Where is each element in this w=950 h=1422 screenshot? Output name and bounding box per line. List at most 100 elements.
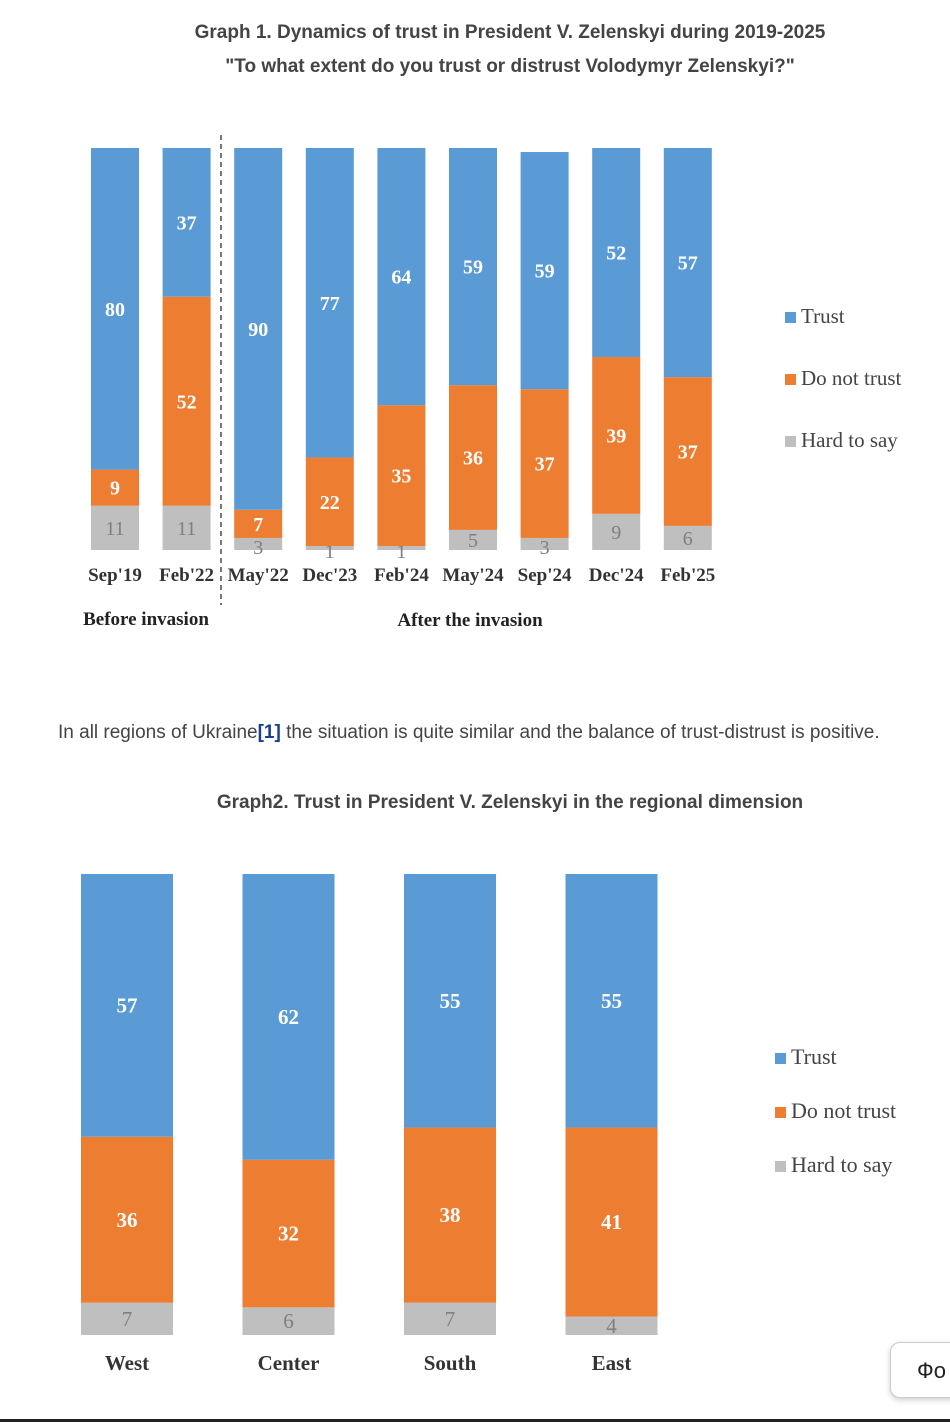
value-label-trust-0: 80 <box>105 299 125 321</box>
bar-trust-4 <box>377 148 426 406</box>
category-label-5: May'24 <box>442 565 504 586</box>
value-label-trust-2: 55 <box>440 989 461 1013</box>
category-label-4: Feb'24 <box>374 565 429 586</box>
bar-trust-0 <box>91 148 139 470</box>
value-label-hard_to_say-2: 7 <box>445 1307 456 1331</box>
value-label-trust-7: 52 <box>606 243 626 265</box>
bar-do_not_trust-6 <box>520 389 569 538</box>
bar-trust-3 <box>305 148 354 458</box>
value-label-trust-5: 59 <box>463 257 483 279</box>
bar-trust-6 <box>520 152 569 390</box>
group-label-after: After the invasion <box>397 610 543 631</box>
value-label-hard_to_say-4: 1 <box>396 541 406 563</box>
bar-trust-1 <box>242 874 335 1160</box>
legend-label-do_not_trust: Do not trust <box>801 366 902 390</box>
value-label-hard_to_say-0: 7 <box>122 1307 133 1331</box>
bar-hard_to_say-0 <box>81 1302 173 1335</box>
value-label-trust-2: 90 <box>248 319 268 341</box>
value-label-hard_to_say-8: 6 <box>683 528 693 550</box>
value-label-trust-1: 62 <box>278 1005 299 1029</box>
legend-label-do_not_trust: Do not trust <box>791 1098 896 1123</box>
bar-do_not_trust-0 <box>81 1136 173 1303</box>
bar-hard_to_say-1 <box>242 1307 335 1335</box>
graph2-title: Graph2. Trust in President V. Zelenskyi … <box>216 792 804 813</box>
value-label-trust-1: 37 <box>177 212 197 234</box>
bar-do_not_trust-5 <box>449 385 497 530</box>
value-label-do_not_trust-3: 41 <box>601 1210 622 1234</box>
value-label-do_not_trust-4: 35 <box>391 466 411 488</box>
value-label-hard_to_say-1: 6 <box>283 1309 294 1333</box>
value-label-do_not_trust-7: 39 <box>606 425 626 447</box>
bar-trust-8 <box>663 148 712 378</box>
bar-hard_to_say-8 <box>663 525 712 550</box>
group-label-before: Before invasion <box>83 609 209 630</box>
category-label-2: May'22 <box>228 565 289 586</box>
legend-label-trust: Trust <box>791 1044 837 1069</box>
bar-hard_to_say-2 <box>404 1302 496 1335</box>
graph1-subtitle: "To what extent do you trust or distrust… <box>225 56 795 77</box>
regions-paragraph: In all regions of Ukraine[1] the situati… <box>58 722 880 744</box>
bar-hard_to_say-0 <box>91 505 139 550</box>
value-label-hard_to_say-3: 1 <box>325 541 335 563</box>
bar-trust-3 <box>565 874 658 1128</box>
value-label-hard_to_say-2: 3 <box>253 537 263 559</box>
bar-trust-7 <box>592 148 641 358</box>
value-label-hard_to_say-3: 4 <box>606 1314 617 1338</box>
category-label-2: South <box>424 1351 477 1375</box>
bar-trust-0 <box>81 874 173 1137</box>
legend-swatch-hard_to_say <box>775 1161 786 1172</box>
category-label-6: Sep'24 <box>518 565 572 586</box>
category-label-0: Sep'19 <box>88 565 142 586</box>
bar-hard_to_say-5 <box>449 529 497 550</box>
value-label-do_not_trust-0: 9 <box>110 478 120 500</box>
bar-hard_to_say-7 <box>592 513 641 550</box>
bar-hard_to_say-6 <box>520 537 569 550</box>
value-label-hard_to_say-0: 11 <box>105 518 124 540</box>
value-label-do_not_trust-3: 22 <box>320 492 340 514</box>
paragraph-text-end: the situation is quite similar and the b… <box>280 722 880 743</box>
value-label-hard_to_say-1: 11 <box>177 518 196 540</box>
value-label-hard_to_say-5: 5 <box>468 530 478 552</box>
bar-hard_to_say-3 <box>565 1316 658 1335</box>
bar-do_not_trust-2 <box>404 1127 496 1303</box>
legend-swatch-do_not_trust <box>775 1107 786 1118</box>
bar-trust-2 <box>404 874 496 1128</box>
bar-hard_to_say-2 <box>234 537 283 550</box>
bar-do_not_trust-1 <box>242 1159 335 1308</box>
graph2-chart: 7 36 57 West 6 32 62 Center 7 38 55 South 4 41 55 East T… <box>81 874 896 1375</box>
footnote-link[interactable]: [1] <box>257 722 281 743</box>
value-label-trust-8: 57 <box>678 253 698 275</box>
bar-trust-2 <box>234 148 283 510</box>
value-label-hard_to_say-7: 9 <box>611 522 621 544</box>
bar-do_not_trust-3 <box>305 457 354 546</box>
value-label-trust-4: 64 <box>391 267 411 289</box>
legend-swatch-hard_to_say <box>785 436 796 447</box>
category-label-3: Dec'23 <box>302 565 357 586</box>
bar-do_not_trust-2 <box>234 509 283 538</box>
legend-label-hard_to_say: Hard to say <box>791 1152 892 1177</box>
value-label-do_not_trust-6: 37 <box>535 454 555 476</box>
bar-hard_to_say-3 <box>305 545 354 550</box>
graph1-chart: 11 9 80 Sep'19 11 52 37 Feb'22 37 90 May'22 1 22 77 De… <box>83 135 902 631</box>
bar-do_not_trust-4 <box>377 405 426 546</box>
legend-label-hard_to_say: Hard to say <box>801 428 898 452</box>
category-label-1: Feb'22 <box>159 565 214 586</box>
bar-do_not_trust-8 <box>663 377 712 526</box>
value-label-do_not_trust-5: 36 <box>463 448 483 470</box>
category-label-0: West <box>105 1351 149 1375</box>
category-label-8: Feb'25 <box>660 565 715 586</box>
value-label-do_not_trust-2: 7 <box>253 514 263 536</box>
value-label-do_not_trust-1: 52 <box>177 391 197 413</box>
legend-swatch-trust <box>775 1053 786 1064</box>
bar-trust-1 <box>162 148 211 297</box>
fo-button[interactable]: Фо <box>890 1342 950 1398</box>
value-label-do_not_trust-8: 37 <box>678 442 698 464</box>
category-label-7: Dec'24 <box>589 565 644 586</box>
value-label-trust-3: 77 <box>320 293 340 315</box>
value-label-trust-6: 59 <box>535 261 555 283</box>
value-label-do_not_trust-1: 32 <box>278 1222 299 1246</box>
bar-do_not_trust-1 <box>162 296 211 506</box>
legend-swatch-do_not_trust <box>785 374 796 385</box>
bar-do_not_trust-7 <box>592 357 641 514</box>
bar-do_not_trust-0 <box>91 469 139 506</box>
